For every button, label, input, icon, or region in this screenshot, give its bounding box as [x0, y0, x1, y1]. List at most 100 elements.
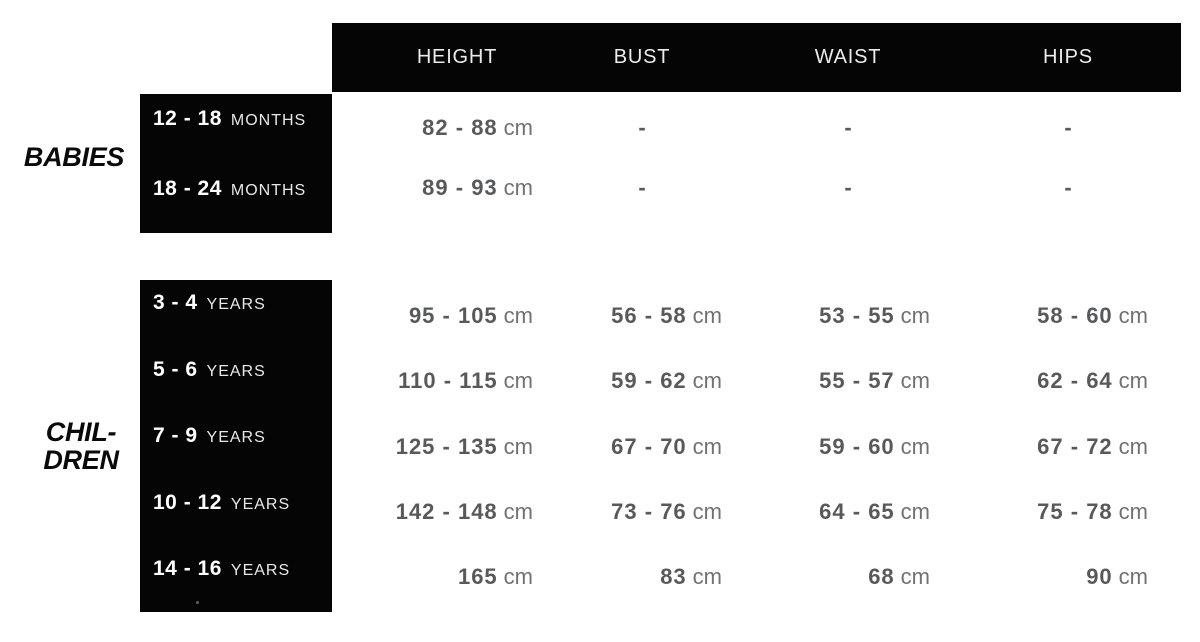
measurement-unit: cm [900, 368, 930, 393]
measurement-cell-waist: 64 - 65 cm [730, 497, 930, 527]
measurement-unit: cm [1118, 368, 1148, 393]
measurement-cell-hips: 67 - 72 cm [948, 432, 1148, 462]
measurement-unit: cm [900, 499, 930, 524]
measurement-unit: cm [1118, 564, 1148, 589]
measurement-unit: cm [503, 564, 533, 589]
measurement-value: 125 - 135 [395, 434, 498, 459]
measurement-value: 142 - 148 [395, 499, 498, 524]
group-label-children: CHIL- DREN [11, 418, 151, 474]
measurement-unit: cm [1118, 499, 1148, 524]
measurement-unit: cm [692, 564, 722, 589]
group-label-line: DREN [43, 445, 119, 475]
empty-cell-dash: - [1064, 175, 1072, 200]
measurement-unit: cm [503, 434, 533, 459]
age-unit: YEARS [230, 562, 291, 579]
measurement-value: 55 - 57 [819, 368, 895, 393]
empty-cell-dash: - [638, 175, 646, 200]
group-label-line: BABIES [23, 142, 125, 172]
measurement-value: 67 - 72 [1037, 434, 1113, 459]
measurement-unit: cm [503, 368, 533, 393]
measurement-value: 110 - 115 [398, 368, 498, 393]
age-unit: YEARS [206, 296, 266, 313]
measurement-value: 53 - 55 [819, 303, 895, 328]
measurement-value: 56 - 58 [611, 303, 687, 328]
age-range: 14 - 16 [153, 557, 222, 580]
column-header-height: HEIGHT [416, 46, 498, 68]
measurement-unit: cm [900, 303, 930, 328]
empty-cell-dash: - [638, 115, 646, 140]
age-unit: MONTHS [230, 112, 307, 129]
measurement-value: 59 - 62 [611, 368, 687, 393]
age-range: 5 - 6 [153, 357, 198, 381]
measurement-unit: cm [503, 499, 533, 524]
empty-cell-dash: - [844, 115, 852, 140]
group-label-babies: BABIES [4, 141, 144, 173]
measurement-value: 90 [1086, 564, 1113, 589]
age-row: 18 - 24 MONTHS [153, 174, 332, 204]
age-range: 3 - 4 [153, 291, 198, 314]
measurement-cell-hips: 58 - 60 cm [948, 301, 1148, 331]
column-header-bust: BUST [613, 46, 671, 68]
age-range: 12 - 18 [153, 107, 222, 130]
measurement-value: 89 - 93 [422, 175, 498, 200]
measurement-cell-height: 82 - 88 cm [333, 113, 533, 143]
measurement-cell-hips: 75 - 78 cm [948, 497, 1148, 527]
age-unit: YEARS [230, 495, 291, 513]
column-header-waist: WAIST [814, 46, 882, 68]
measurement-unit: cm [1118, 303, 1148, 328]
age-range: 7 - 9 [153, 424, 198, 447]
measurement-cell-waist: 59 - 60 cm [730, 432, 930, 462]
measurement-value: 67 - 70 [611, 434, 687, 459]
measurement-cell-height: 89 - 93 cm [333, 173, 533, 203]
measurement-value: 165 [457, 564, 498, 589]
measurement-value: 95 - 105 [408, 303, 498, 328]
measurement-value: 64 - 65 [819, 499, 895, 524]
measurement-cell-height: 125 - 135 cm [333, 432, 533, 462]
measurement-value: 58 - 60 [1037, 303, 1113, 328]
age-unit: YEARS [206, 362, 266, 380]
measurement-unit: cm [900, 564, 930, 589]
measurement-cell-hips: 90 cm [948, 562, 1148, 592]
table-header-bar [332, 23, 1181, 92]
measurement-cell-height: 110 - 115 cm [333, 366, 533, 396]
measurement-unit: cm [692, 303, 722, 328]
measurement-cell-bust: 56 - 58 cm [522, 301, 722, 331]
measurement-cell-height: 165 cm [333, 562, 533, 592]
age-unit: YEARS [206, 429, 266, 446]
measurement-cell-waist: 68 cm [730, 562, 930, 592]
measurement-value: 82 - 88 [422, 115, 498, 140]
measurement-cell-hips: 62 - 64 cm [948, 366, 1148, 396]
measurement-value: 75 - 78 [1037, 499, 1113, 524]
age-row: 5 - 6 YEARS [153, 355, 332, 385]
measurement-cell-bust: 73 - 76 cm [522, 497, 722, 527]
measurement-unit: cm [503, 303, 533, 328]
age-row: 10 - 12 YEARS [153, 488, 332, 518]
age-unit: MONTHS [230, 182, 307, 199]
empty-cell-dash: - [844, 175, 852, 200]
measurement-unit: cm [503, 115, 533, 140]
measurement-cell-height: 142 - 148 cm [333, 497, 533, 527]
measurement-value: 59 - 60 [819, 434, 895, 459]
age-row: 3 - 4 YEARS [153, 288, 332, 318]
measurement-unit: cm [692, 434, 722, 459]
column-header-hips: HIPS [1043, 46, 1093, 68]
measurement-cell-bust: 83 cm [522, 562, 722, 592]
measurement-value: 62 - 64 [1037, 368, 1113, 393]
measurement-cell-waist: 53 - 55 cm [730, 301, 930, 331]
artifact-dot [196, 601, 199, 604]
age-row: 12 - 18 MONTHS [153, 104, 332, 134]
empty-cell-dash: - [1064, 115, 1072, 140]
group-label-line: CHIL- [45, 417, 117, 447]
measurement-unit: cm [1118, 434, 1148, 459]
age-range: 18 - 24 [153, 177, 222, 200]
age-row: 14 - 16 YEARS [153, 554, 332, 584]
measurement-cell-bust: 59 - 62 cm [522, 366, 722, 396]
measurement-value: 68 [868, 564, 895, 589]
measurement-unit: cm [503, 175, 533, 200]
measurement-value: 73 - 76 [611, 499, 687, 524]
measurement-cell-waist: 55 - 57 cm [730, 366, 930, 396]
measurement-cell-height: 95 - 105 cm [333, 301, 533, 331]
measurement-unit: cm [692, 499, 722, 524]
measurement-unit: cm [692, 368, 722, 393]
